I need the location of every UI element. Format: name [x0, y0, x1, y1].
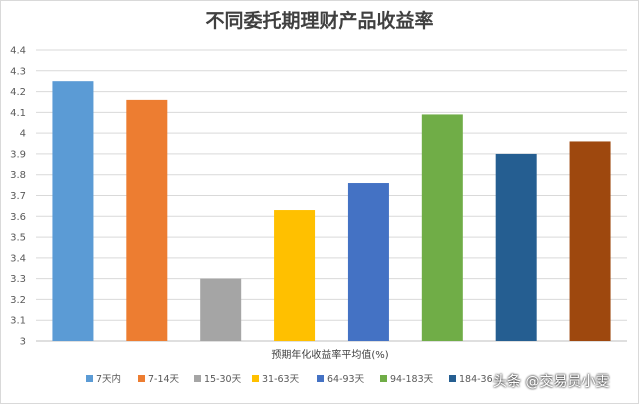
y-tick-label: 3.1 — [10, 316, 26, 327]
legend-item-label: 7-14天 — [148, 374, 180, 385]
y-tick-label: 3 — [20, 337, 26, 348]
y-tick-label: 4 — [20, 129, 26, 140]
bar-4 — [274, 210, 316, 341]
x-axis-label: 预期年化收益率平均值(%) — [271, 348, 388, 361]
y-tick-label: 3.7 — [10, 191, 26, 202]
y-tick-label: 3.8 — [10, 170, 26, 181]
legend-swatch — [194, 375, 201, 382]
bar-7 — [495, 153, 537, 341]
legend-swatch — [317, 375, 324, 382]
y-tick-label: 4.3 — [10, 66, 26, 77]
legend-swatch — [380, 375, 387, 382]
y-tick-label: 3.9 — [10, 149, 26, 160]
y-tick-label: 3.5 — [10, 233, 26, 244]
bar-3 — [200, 278, 242, 341]
bar-2 — [126, 99, 168, 341]
legend-swatch — [252, 375, 259, 382]
bar-1 — [52, 81, 94, 341]
legend-item-label: 7天内 — [96, 373, 121, 385]
legend-swatch — [449, 375, 456, 382]
legend-swatch — [86, 375, 93, 382]
legend-item-label: 94-183天 — [390, 374, 434, 385]
y-tick-label: 4.1 — [10, 108, 26, 119]
watermark: 头条 @交易员小雯 — [493, 374, 610, 390]
legend-item-label: 184-36 — [459, 374, 493, 385]
chart-title: 不同委托期理财产品收益率 — [205, 10, 434, 32]
y-tick-label: 3.6 — [10, 212, 26, 223]
legend-item-label: 31-63天 — [262, 374, 300, 385]
y-tick-label: 3.4 — [10, 253, 26, 264]
y-tick-label: 3.2 — [10, 295, 26, 306]
y-tick-label: 4.2 — [10, 87, 26, 98]
bar-5 — [347, 183, 389, 341]
legend-swatch — [138, 375, 145, 382]
bar-6 — [421, 114, 463, 341]
legend-item-label: 64-93天 — [327, 374, 365, 385]
y-tick-label: 4.4 — [10, 46, 26, 57]
legend-item-label: 15-30天 — [204, 374, 242, 385]
y-tick-label: 3.3 — [10, 274, 26, 285]
bar-8 — [569, 141, 611, 341]
